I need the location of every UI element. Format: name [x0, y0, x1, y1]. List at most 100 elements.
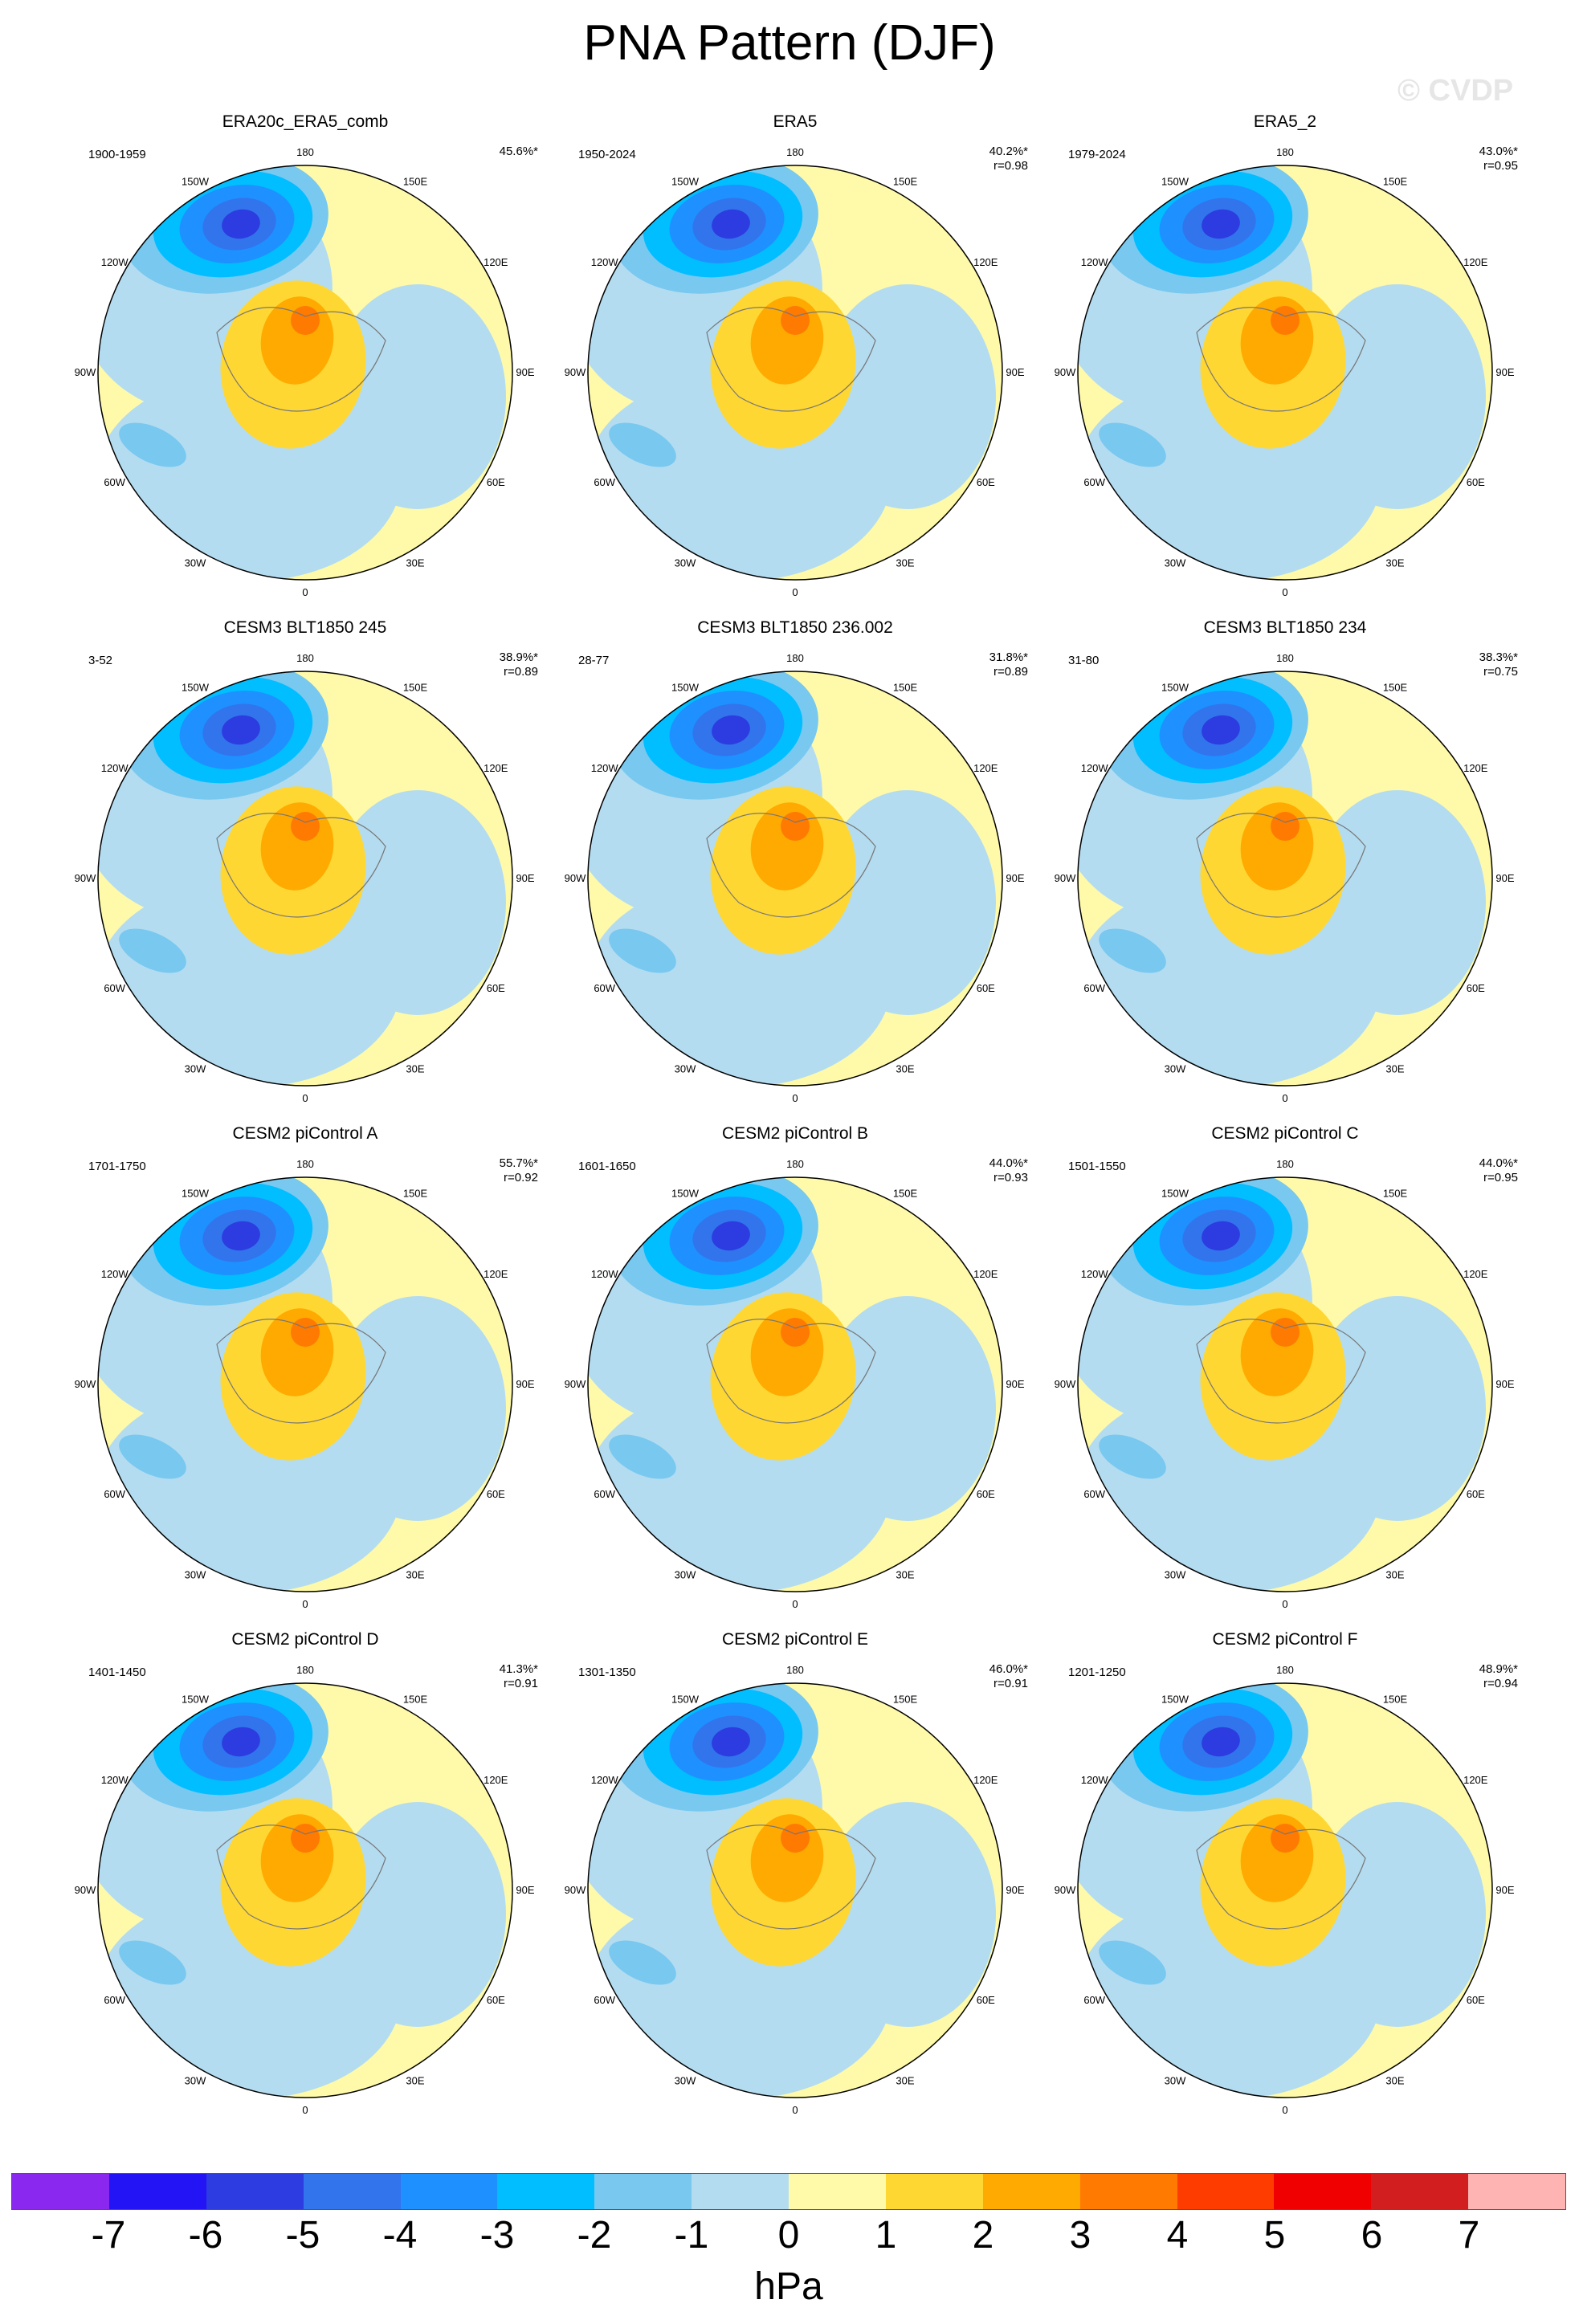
- longitude-label: 0: [1282, 1598, 1287, 1610]
- atlantic-low-contour: [1099, 422, 1166, 467]
- longitude-label: 30E: [1385, 1568, 1404, 1580]
- panel-title: ERA5_2: [1253, 112, 1317, 131]
- panel-correlation: r=0.95: [1483, 1171, 1518, 1184]
- atlantic-low-contour: [119, 422, 186, 467]
- longitude-label: 30W: [185, 2074, 206, 2086]
- longitude-label: 0: [1282, 1092, 1287, 1104]
- longitude-label: 0: [792, 1598, 798, 1610]
- negative-anomaly-region: [1309, 1296, 1486, 1521]
- longitude-label: 60W: [594, 982, 615, 994]
- negative-anomaly-region: [329, 1802, 506, 2027]
- longitude-label: 90W: [75, 1378, 96, 1390]
- longitude-label: 90W: [565, 1378, 586, 1390]
- polar-map: 180 150E 120E 90E 60E 30E 0 30W 60W 90W 120W 150W: [1055, 1158, 1515, 1610]
- panel-percent: 48.9%*: [1479, 1662, 1518, 1676]
- polar-map: 180 150E 120E 90E 60E 30E 0 30W 60W 90W 120W 150W: [1055, 1664, 1515, 2116]
- pacific-low-contour: [1202, 1727, 1240, 1757]
- colorbar-segment: [789, 2174, 886, 2209]
- colorbar-legend: -7 -6 -5 -4 -3 -2 -1 0 1 2 3 4 5 6 7 hPa: [11, 2173, 1566, 2318]
- panel-title: CESM2 piControl F: [1212, 1630, 1358, 1649]
- panel-correlation: r=0.89: [504, 665, 538, 679]
- panel-stats: 43.0%* r=0.95: [1479, 145, 1518, 173]
- map-border: [97, 165, 513, 581]
- colorbar-tick-label: 2: [972, 2214, 994, 2257]
- high-anomaly-contour: [1271, 1318, 1300, 1347]
- negative-anomaly-region: [1309, 284, 1486, 509]
- panel-percent: 38.3%*: [1479, 650, 1518, 664]
- map-panel: CESM2 piControl C 1501-1550 44.0%* r=0.95 18…: [1044, 1124, 1526, 1630]
- longitude-label: 30W: [185, 557, 206, 569]
- colorbar-tick-label: 3: [1069, 2214, 1091, 2257]
- longitude-label: 150E: [1383, 1188, 1408, 1200]
- longitude-label: 30W: [675, 1062, 696, 1074]
- panel-stats: 31.8%* r=0.89: [989, 650, 1028, 679]
- longitude-label: 0: [302, 586, 308, 598]
- panel-years: 1979-2024: [1068, 148, 1126, 161]
- longitude-label: 0: [1282, 2104, 1287, 2116]
- colorbar-tick-label: -4: [382, 2214, 418, 2257]
- colorbar-tick-label: -3: [479, 2214, 515, 2257]
- colorbar-tick-label: -1: [674, 2214, 709, 2257]
- longitude-label: 120W: [101, 1268, 129, 1280]
- longitude-label: 180: [1276, 1664, 1294, 1676]
- colorbar-tick-label: -6: [188, 2214, 223, 2257]
- high-anomaly-contour: [1271, 812, 1300, 841]
- longitude-label: 120E: [1463, 762, 1488, 774]
- panel-stats: 46.0%* r=0.91: [989, 1662, 1028, 1691]
- map-border: [1077, 165, 1493, 581]
- longitude-label: 180: [296, 652, 314, 664]
- panel-correlation: r=0.89: [994, 665, 1028, 679]
- longitude-label: 120E: [973, 256, 998, 268]
- longitude-label: 90W: [1055, 872, 1076, 884]
- map-panel: CESM2 piControl F 1201-1250 48.9%* r=0.94 18…: [1044, 1630, 1526, 2136]
- longitude-label: 0: [792, 586, 798, 598]
- longitude-label: 60E: [487, 476, 505, 488]
- longitude-label: 150E: [893, 1188, 918, 1200]
- longitude-label: 120W: [101, 762, 129, 774]
- longitude-label: 120E: [1463, 256, 1488, 268]
- panel-correlation: r=0.95: [1483, 159, 1518, 173]
- longitude-label: 120W: [101, 256, 129, 268]
- longitude-label: 120E: [483, 1774, 508, 1786]
- map-panel: ERA5 1950-2024 40.2%* r=0.98 180 150E 120E 90E 6…: [554, 112, 1036, 618]
- longitude-label: 60E: [487, 1488, 505, 1500]
- colorbar-tick-label: 6: [1361, 2214, 1383, 2257]
- panel-percent: 55.7%*: [499, 1156, 538, 1170]
- panel-title: CESM2 piControl A: [232, 1124, 378, 1143]
- longitude-label: 30E: [1385, 1062, 1404, 1074]
- longitude-label: 180: [786, 1158, 804, 1170]
- colorbar-segment: [1079, 2174, 1177, 2209]
- longitude-label: 120W: [591, 256, 619, 268]
- longitude-label: 60E: [1467, 1488, 1485, 1500]
- longitude-label: 120E: [1463, 1268, 1488, 1280]
- atlantic-low-contour: [119, 1434, 186, 1479]
- map-panel: CESM2 piControl A 1701-1750 55.7%* r=0.92 18…: [64, 1124, 546, 1630]
- longitude-label: 30E: [1385, 557, 1404, 569]
- longitude-label: 150E: [1383, 1694, 1408, 1706]
- longitude-label: 90E: [1495, 872, 1514, 884]
- map-border: [587, 1176, 1003, 1592]
- longitude-label: 120E: [973, 1268, 998, 1280]
- panel-years: 3-52: [88, 654, 113, 667]
- longitude-label: 150W: [671, 176, 700, 188]
- longitude-label: 150E: [1383, 176, 1408, 188]
- longitude-label: 30W: [1165, 557, 1186, 569]
- colorbar-segment: [982, 2174, 1080, 2209]
- longitude-label: 90E: [1006, 1378, 1024, 1390]
- pacific-low-contour: [1202, 1221, 1240, 1251]
- longitude-label: 90E: [516, 1884, 534, 1896]
- panel-years: 1950-2024: [578, 148, 636, 161]
- map-border: [1077, 671, 1493, 1087]
- panel-title: ERA5: [773, 112, 818, 131]
- polar-map: 180 150E 120E 90E 60E 30E 0 30W 60W 90W 120W 150W: [1055, 146, 1515, 598]
- colorbar-tick-label: 5: [1263, 2214, 1286, 2257]
- longitude-label: 90W: [565, 872, 586, 884]
- coastline: [216, 813, 386, 918]
- longitude-label: 150E: [893, 176, 918, 188]
- negative-anomaly-region: [819, 284, 996, 509]
- panel-stats: 41.3%* r=0.91: [500, 1662, 538, 1691]
- polar-map: 180 150E 120E 90E 60E 30E 0 30W 60W 90W 120W 150W: [75, 652, 535, 1104]
- negative-anomaly-region: [1309, 790, 1486, 1015]
- colorbar-units: hPa: [754, 2265, 823, 2308]
- longitude-label: 120E: [1463, 1774, 1488, 1786]
